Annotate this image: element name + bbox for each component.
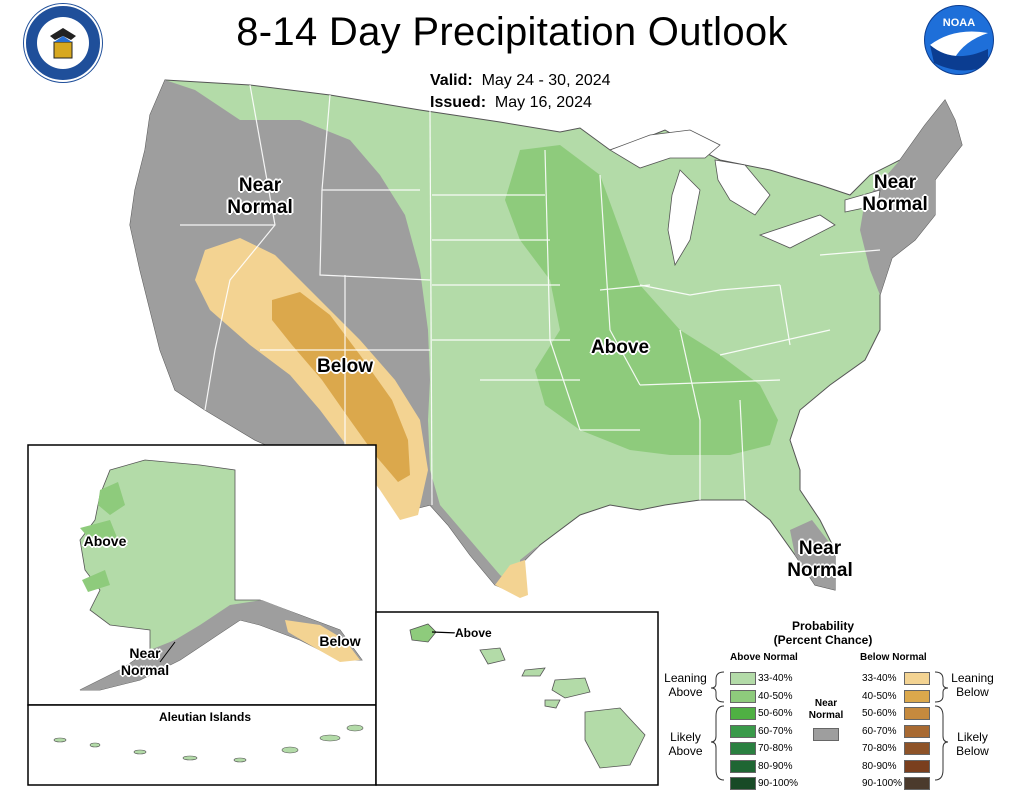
legend-below-header: Below Normal	[860, 652, 927, 663]
label-above-central: Above	[590, 337, 650, 358]
legend-above-swatch	[730, 777, 756, 790]
legend-likely-below: Likely Below	[956, 730, 989, 758]
alaska-above-region	[80, 482, 125, 592]
label-alaska-below: Below	[319, 633, 361, 649]
legend-below-label: 50-60%	[862, 708, 897, 719]
eagle-icon	[37, 17, 89, 69]
label-near-normal-florida: Near Normal	[787, 538, 853, 581]
label-aleutian-islands: Aleutian Islands	[158, 710, 252, 724]
map-title: 8-14 Day Precipitation Outlook	[236, 10, 788, 54]
legend-above-label: 90-100%	[758, 778, 799, 789]
legend-above-label: 60-70%	[758, 725, 793, 737]
legend-above-header: Above Normal	[730, 652, 798, 663]
legend-above-label: 33-40%	[758, 673, 793, 684]
legend-likely-above: Likely Above	[668, 730, 703, 758]
legend-near-normal-label: Near Normal	[808, 698, 844, 721]
legend-below-label: 40-50%	[862, 690, 897, 702]
valid-label: Valid:	[430, 72, 473, 89]
label-alaska-near-normal: Near Normal	[120, 645, 170, 678]
near-normal-florida-region	[790, 520, 835, 590]
legend-below-swatch	[904, 759, 930, 773]
legend-title: Probability (Percent Chance)	[773, 619, 873, 647]
near-normal-northeast-region	[860, 100, 962, 295]
legend-near-normal-swatch	[813, 728, 839, 741]
below-texas-region	[495, 560, 528, 598]
legend-below-label: 33-40%	[862, 673, 897, 684]
legend-below-swatch	[904, 672, 930, 685]
label-near-normal-west: Near Normal	[227, 175, 293, 218]
legend-above-swatch	[730, 724, 756, 738]
legend-below-swatch	[904, 707, 930, 720]
below-40-50-region	[272, 292, 410, 482]
state-boundaries	[180, 84, 881, 506]
legend-below-swatch	[904, 689, 930, 703]
legend-above-label: 50-60%	[758, 708, 793, 719]
legend-above-swatch	[730, 689, 756, 703]
issued-date: May 16, 2024	[494, 94, 592, 111]
legend-above-swatch	[730, 742, 756, 755]
legend-below-label: 80-90%	[862, 760, 897, 772]
valid-dates: May 24 - 30, 2024	[481, 72, 611, 89]
noaa-logo: NOAA	[924, 5, 994, 75]
legend-below-label: 60-70%	[862, 725, 897, 737]
legend-above-label: 40-50%	[758, 690, 793, 702]
legend-below-label: 70-80%	[862, 743, 897, 754]
legend-leaning-above: Leaning Above	[664, 671, 707, 699]
great-lakes	[609, 129, 881, 267]
label-near-normal-northeast: Near Normal	[862, 172, 928, 215]
above-40-50-region	[505, 145, 778, 455]
legend-above-swatch	[730, 672, 756, 685]
label-alaska-above: Above	[83, 533, 127, 549]
label-below-southwest: Below	[317, 356, 373, 377]
hawaii-islands	[409, 623, 646, 769]
noaa-logo-text: NOAA	[942, 17, 976, 29]
noaa-bird-icon	[925, 6, 993, 74]
legend-above-label: 80-90%	[758, 760, 793, 772]
legend-leaning-below: Leaning Below	[951, 671, 994, 699]
legend-above-swatch	[730, 759, 756, 773]
aleutian-inset-frame	[27, 704, 377, 786]
alaska-below-region	[285, 620, 360, 662]
alaska-near-normal-pointer	[159, 641, 176, 663]
label-hawaii-above: Above	[455, 626, 492, 640]
legend-below-swatch	[904, 724, 930, 738]
aleutian-islands	[53, 724, 364, 763]
legend-below-label: 90-100%	[862, 778, 903, 789]
legend-above-swatch	[730, 707, 756, 720]
hawaii-above-pointer	[431, 631, 459, 634]
validity-block: Valid: May 24 - 30, 2024 Issued: May 16,…	[430, 70, 611, 114]
legend-above-label: 70-80%	[758, 743, 793, 754]
department-of-commerce-seal	[24, 4, 102, 82]
issued-label: Issued:	[430, 94, 487, 111]
legend-below-swatch	[904, 742, 930, 755]
legend-below-swatch	[904, 777, 930, 790]
